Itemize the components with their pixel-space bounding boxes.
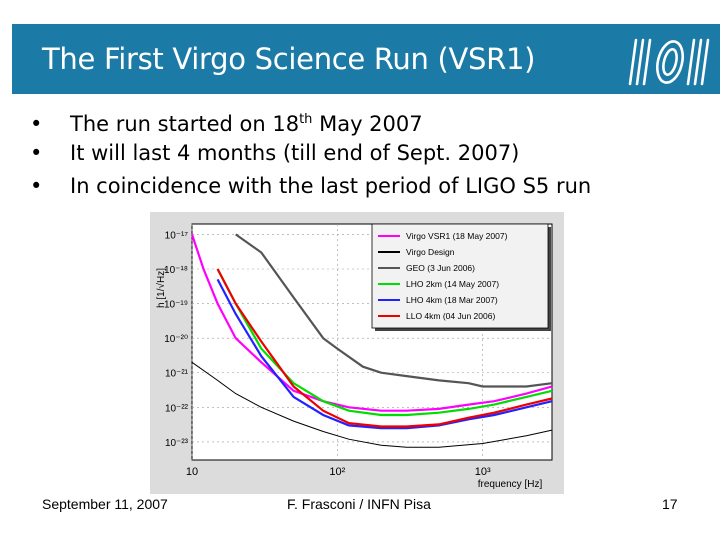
series-line — [216, 278, 553, 430]
bullet-list: • The run started on 18th May 2007 • It wi… — [30, 106, 591, 205]
y-tick-label: 10⁻²⁰ — [164, 334, 188, 345]
bullet-marker: • — [30, 174, 43, 198]
series-line — [235, 233, 553, 388]
x-axis-label: frequency [Hz] — [478, 479, 543, 490]
legend-label: Virgo Design — [406, 247, 455, 257]
legend-label: Virgo VSR1 (18 May 2007) — [406, 231, 508, 241]
title-bar: The First Virgo Science Run (VSR1) — [12, 24, 720, 94]
sensitivity-plot: 10⁻¹⁷ 10⁻¹⁸ 10⁻¹⁹ 10⁻²⁰ 10⁻²¹ 10⁻²² 10⁻²³ 10 10²… — [150, 212, 564, 494]
series-line — [216, 268, 553, 417]
page-number: 17 — [662, 496, 678, 512]
legend-box — [371, 223, 549, 329]
footer-date: September 11, 2007 — [42, 496, 168, 512]
y-tick-label: 10⁻¹⁸ — [164, 265, 188, 276]
y-tick-label: 10⁻²¹ — [165, 369, 189, 380]
legend-label: LHO 4km (18 Mar 2007) — [406, 295, 498, 305]
series-line — [190, 234, 553, 412]
chart-svg: 10⁻¹⁷ 10⁻¹⁸ 10⁻¹⁹ 10⁻²⁰ 10⁻²¹ 10⁻²² 10⁻²³ 10 10²… — [155, 223, 553, 490]
list-item: • It will last 4 months (till end of Sept… — [30, 141, 520, 165]
bullet-marker: • — [30, 141, 43, 165]
virgo-logo-icon — [628, 38, 710, 86]
list-item: • In coincidence with the last period of … — [30, 174, 592, 198]
y-tick-label: 10⁻²² — [165, 403, 189, 414]
series-line — [191, 361, 553, 448]
legend-label: LLO 4km (04 Jun 2006) — [406, 311, 495, 321]
footer-author: F. Frasconi / INFN Pisa — [287, 496, 431, 512]
list-item: • The run started on 18th May 2007 — [30, 112, 423, 136]
x-tick-label: 10² — [329, 466, 345, 478]
y-tick-label: 10⁻¹⁹ — [164, 300, 188, 311]
x-tick-label: 10³ — [475, 466, 491, 478]
legend-label: LHO 2km (14 May 2007) — [406, 279, 499, 289]
y-axis-label: h [1/√Hz] — [155, 268, 167, 308]
slide-title: The First Virgo Science Run (VSR1) — [42, 42, 536, 76]
y-tick-label: 10⁻¹⁷ — [165, 230, 189, 241]
y-tick-label: 10⁻²³ — [165, 438, 189, 449]
series-line — [216, 268, 553, 428]
legend-label: GEO (3 Jun 2006) — [406, 263, 475, 273]
x-tick-label: 10 — [186, 466, 198, 478]
bullet-marker: • — [30, 112, 43, 136]
